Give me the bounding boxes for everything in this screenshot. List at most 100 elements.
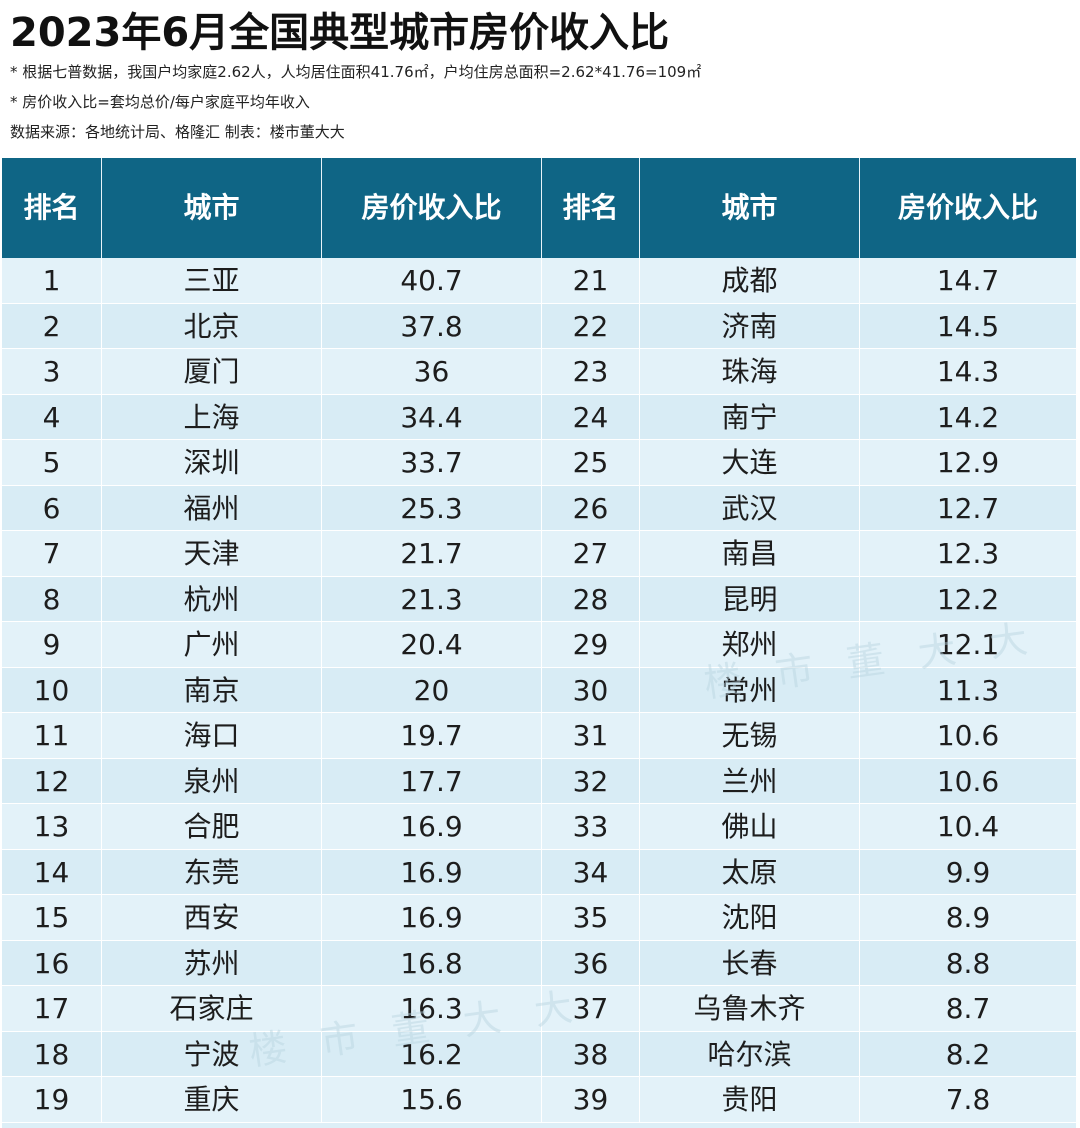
rank-cell: 14 <box>2 849 102 895</box>
city-cell: 南宁 <box>640 394 860 440</box>
ratio-cell: 12.3 <box>936 537 1000 570</box>
city-cell: 成都 <box>640 258 860 304</box>
ratio-cell: 14.2 <box>936 400 1000 434</box>
city-cell: 太原 <box>640 849 860 895</box>
city-cell: 常州 <box>640 667 860 713</box>
ratio-cell: 10.4 <box>936 810 1000 843</box>
table-row: 18 宁波 16.2 38 哈尔滨 8.2 <box>2 1031 1076 1077</box>
city-cell: 乌鲁木齐 <box>640 986 860 1032</box>
header-ratio-right: 房价收入比 <box>897 191 1038 224</box>
note-household-area: * 根据七普数据，我国户均家庭2.62人，人均居住面积41.76㎡，户均住房总面… <box>10 63 702 81</box>
city-cell: 昆明 <box>640 576 860 622</box>
rank-cell: 37 <box>542 986 640 1032</box>
ratio-cell: 16.3 <box>322 986 542 1032</box>
ratio-cell: 20.4 <box>322 622 542 668</box>
table-row: 3 厦门 36 23 珠海 14.3 <box>2 349 1076 395</box>
rank-cell: 26 <box>542 485 640 531</box>
table-row: 9 广州 20.4 29 郑州 12.1 <box>2 622 1076 668</box>
rank-cell: 39 <box>542 1077 640 1123</box>
rank-cell: 17 <box>2 986 102 1032</box>
table-row: 8 杭州 21.3 28 昆明 12.2 <box>2 576 1076 622</box>
rank-cell: 21 <box>542 258 640 304</box>
table-row: 11 海口 19.7 31 无锡 10.6 <box>2 713 1076 759</box>
header-rank-right: 排名 <box>542 158 640 258</box>
city-cell: 贵阳 <box>640 1077 860 1123</box>
rank-cell: 13 <box>2 804 102 850</box>
city-cell: 北京 <box>102 303 322 349</box>
rank-cell: 6 <box>2 485 102 531</box>
ratio-cell: 15.6 <box>322 1077 542 1123</box>
rank-cell: 18 <box>2 1031 102 1077</box>
note-ratio-definition: * 房价收入比=套均总价/每户家庭平均年收入 <box>10 93 310 111</box>
city-cell: 宁波 <box>102 1031 322 1077</box>
ratio-cell: 8.7 <box>945 992 991 1025</box>
ratio-cell: 8.2 <box>945 1037 991 1071</box>
ratio-cell: 9.9 <box>945 855 991 889</box>
city-cell: 杭州 <box>102 576 322 622</box>
rank-cell: 32 <box>542 758 640 804</box>
ratio-cell: 10.6 <box>936 764 1000 798</box>
ratio-cell: 37.8 <box>322 303 542 349</box>
ratio-cell: 16.2 <box>322 1031 542 1077</box>
city-cell: 上海 <box>102 394 322 440</box>
header-city-left: 城市 <box>102 158 322 258</box>
ratio-cell: 36 <box>322 349 542 395</box>
rank-cell: 33 <box>542 804 640 850</box>
ratio-cell: 8.9 <box>945 901 991 934</box>
ratio-cell: 16.9 <box>322 804 542 850</box>
table-row: 10 南京 20 30 常州 11.3 <box>2 667 1076 713</box>
rank-cell: 27 <box>542 531 640 577</box>
city-cell: 石家庄 <box>102 986 322 1032</box>
header-ratio-left: 房价收入比 <box>322 158 542 258</box>
table-row: 17 石家庄 16.3 37 乌鲁木齐 8.7 <box>2 986 1076 1032</box>
rank-cell: 23 <box>542 349 640 395</box>
city-cell: 泉州 <box>102 758 322 804</box>
ratio-cell: 34.4 <box>322 394 542 440</box>
ratio-cell: 12.9 <box>936 446 1000 479</box>
rank-cell: 36 <box>542 940 640 986</box>
ratio-cell: 12.2 <box>936 582 1000 616</box>
table-row: 1 三亚 40.7 21 成都 14.7 <box>2 258 1076 304</box>
table-row: 19 重庆 15.6 39 贵阳 7.8 <box>2 1077 1076 1123</box>
rank-cell: 34 <box>542 849 640 895</box>
city-cell: 郑州 <box>640 622 860 668</box>
rank-cell: 25 <box>542 440 640 486</box>
rank-cell: 16 <box>2 940 102 986</box>
city-cell: 无锡 <box>640 713 860 759</box>
city-cell: 武汉 <box>640 485 860 531</box>
city-cell: 珠海 <box>640 349 860 395</box>
header-rank-left: 排名 <box>2 158 102 258</box>
header-city-right: 城市 <box>640 158 860 258</box>
city-cell: 东莞 <box>102 849 322 895</box>
rank-cell: 12 <box>2 758 102 804</box>
ranking-table: 排名 城市 房价收入比 排名 城市 房价收入比 1 三亚 40.7 21 成都 14.7 2… <box>2 158 1076 1128</box>
rank-cell: 7 <box>2 531 102 577</box>
rank-cell: 22 <box>542 303 640 349</box>
table-row: 13 合肥 16.9 33 佛山 10.4 <box>2 804 1076 850</box>
city-cell: 南昌 <box>640 531 860 577</box>
rank-cell: 4 <box>2 394 102 440</box>
note-data-source: 数据来源：各地统计局、格隆汇 制表：楼市董大大 <box>10 123 345 141</box>
rank-cell: 9 <box>2 622 102 668</box>
ratio-cell: 19.7 <box>322 713 542 759</box>
city-cell: 福州 <box>102 485 322 531</box>
ratio-cell: 25.3 <box>322 485 542 531</box>
table-row: 7 天津 21.7 27 南昌 12.3 <box>2 531 1076 577</box>
rank-cell: 15 <box>2 895 102 941</box>
ratio-cell: 12.1 <box>936 628 1000 661</box>
ratio-cell: 20 <box>322 667 542 713</box>
ratio-cell: 16.9 <box>322 849 542 895</box>
city-cell: 合肥 <box>102 804 322 850</box>
ratio-cell: 12.7 <box>936 491 1000 525</box>
ratio-cell: 8.8 <box>945 946 991 980</box>
ratio-cell: 14.3 <box>936 355 1000 388</box>
ratio-cell: 33.7 <box>322 440 542 486</box>
city-cell: 兰州 <box>640 758 860 804</box>
rank-cell: 29 <box>542 622 640 668</box>
city-cell: 重庆 <box>102 1077 322 1123</box>
city-cell: 西安 <box>102 895 322 941</box>
rank-cell: 8 <box>2 576 102 622</box>
rank-cell: 35 <box>542 895 640 941</box>
ratio-cell: 21.7 <box>322 531 542 577</box>
city-cell: 海口 <box>102 713 322 759</box>
